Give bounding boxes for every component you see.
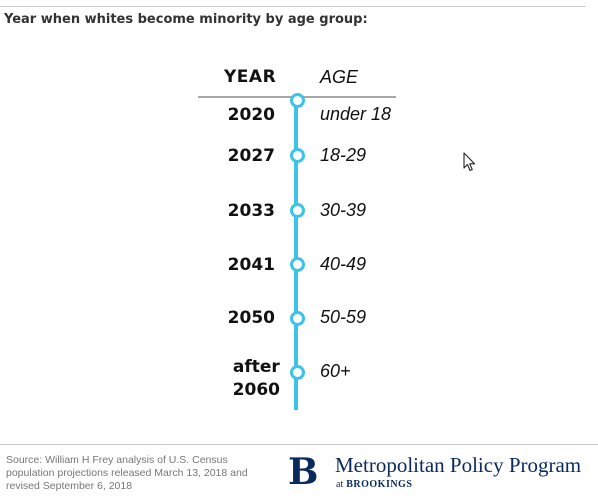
timeline-year: after 2060 bbox=[232, 357, 280, 400]
logo-subtitle: at BROOKINGS bbox=[336, 479, 412, 490]
bottom-divider bbox=[0, 444, 598, 445]
timeline-age: 18-29 bbox=[320, 145, 367, 165]
timeline-age: 40-49 bbox=[320, 254, 367, 274]
mouse-pointer-icon bbox=[463, 152, 477, 176]
page-title: Year when whites become minority by age … bbox=[4, 12, 368, 27]
timeline-year: 2033 bbox=[227, 201, 275, 221]
logo-at: at bbox=[336, 479, 344, 490]
logo-letter: B bbox=[288, 451, 319, 493]
source-note: Source: William H Frey analysis of U.S. … bbox=[6, 454, 248, 492]
timeline-age: 50-59 bbox=[320, 307, 367, 327]
logo-program-name: Metropolitan Policy Program bbox=[335, 453, 582, 477]
timeline-dot bbox=[290, 365, 305, 380]
year-column-header: YEAR bbox=[224, 67, 277, 87]
timeline-year: 2050 bbox=[227, 308, 275, 328]
timeline-year: 2020 bbox=[227, 105, 275, 125]
brookings-logo: B Metropolitan Policy Program at BROOKIN… bbox=[288, 452, 588, 492]
timeline-line bbox=[294, 97, 298, 410]
timeline-year: 2041 bbox=[227, 255, 275, 275]
timeline-dot bbox=[290, 257, 305, 272]
timeline-age: 60+ bbox=[320, 361, 351, 381]
top-divider bbox=[0, 6, 586, 7]
timeline-age: 30-39 bbox=[320, 200, 367, 220]
timeline-dot bbox=[290, 203, 305, 218]
age-column-header: AGE bbox=[320, 67, 359, 87]
timeline-dot bbox=[290, 148, 305, 163]
timeline-dot bbox=[290, 311, 305, 326]
timeline-year: 2027 bbox=[227, 146, 275, 166]
timeline-age: under 18 bbox=[320, 104, 392, 124]
logo-org: BROOKINGS bbox=[346, 479, 413, 490]
timeline-dot bbox=[290, 93, 305, 108]
